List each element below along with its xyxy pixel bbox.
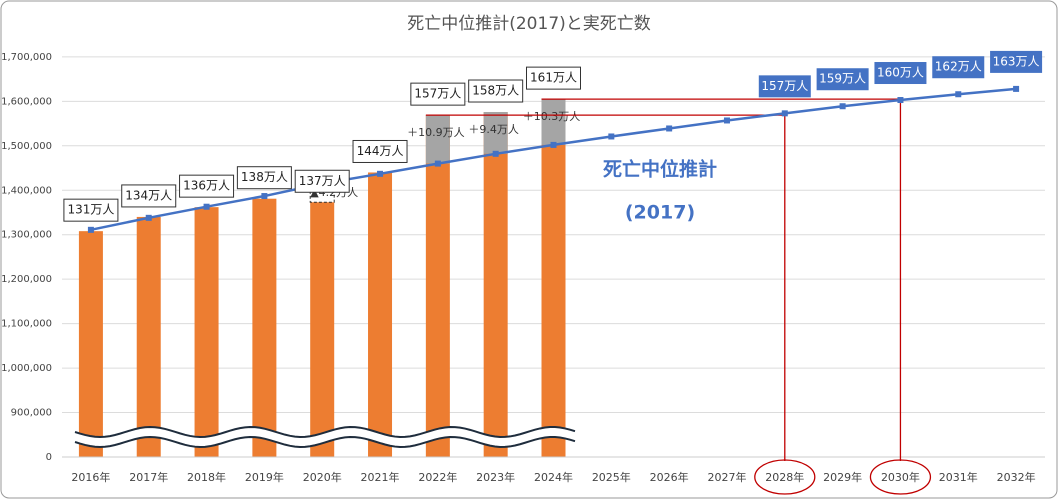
x-tick-label: 2031年 [939,470,978,484]
highlight-circle [754,459,816,495]
bar [368,172,393,457]
line-marker [1013,85,1020,92]
bar [310,202,335,457]
excess-bar [483,112,508,154]
bar-value-label: 131万人 [67,203,114,217]
bar [136,216,161,457]
x-tick-label: 2020年 [303,470,342,484]
bar [541,99,566,457]
x-tick-label: 2026年 [650,470,689,484]
line-marker [781,110,788,117]
excess-label: ＋9.4万人 [468,123,519,136]
label-box [352,139,408,163]
excess-label: ＋10.9万人 [407,126,465,139]
y-tick-label: 1,100,000 [1,319,52,330]
x-tick-label: 2032年 [997,470,1036,484]
label-box [179,174,235,198]
chart-title: 死亡中位推計(2017)と実死亡数 [407,14,651,34]
y-tick-label: 0 [46,452,52,463]
line-value-label: 159万人 [819,72,866,86]
line-marker [666,125,673,132]
y-tick-label: 1,200,000 [1,274,52,285]
label-box [990,50,1043,73]
line-marker [145,214,152,221]
line-marker [434,160,441,167]
x-tick-label: 2019年 [245,470,284,484]
bar [483,112,508,457]
label-box [63,198,119,222]
x-tick-label: 2017年 [129,470,168,484]
excess-bar [425,115,450,164]
x-tick-label: 2023年 [476,470,515,484]
label-box [874,62,927,85]
x-tick-label: 2022年 [418,470,457,484]
y-tick-label: 1,700,000 [1,52,52,63]
y-tick-label: 1,400,000 [1,185,52,196]
label-box [121,184,177,208]
line-marker [87,226,94,233]
line-value-label: 162万人 [935,60,982,74]
line-value-label: 157万人 [761,79,808,93]
highlight-circle [869,459,932,495]
bar [425,115,450,458]
y-tick-label: 1,500,000 [1,141,52,152]
x-tick-label: 2030年 [881,470,920,484]
line-marker [608,133,615,140]
axis-break [73,426,577,448]
x-tick-label: 2024年 [534,470,573,484]
axis-break-line [74,436,576,449]
line-marker [955,91,962,98]
axis-break-line [74,426,576,439]
line-marker [377,170,384,177]
y-tick-label: 900,000 [11,408,52,419]
x-tick-label: 2021年 [361,470,400,484]
bar [194,207,219,457]
label-box [932,56,985,79]
x-tick-label: 2027年 [707,470,746,484]
bar-value-label: 158万人 [472,84,519,98]
label-box [236,166,292,190]
label-box [758,75,811,98]
x-tick-label: 2028年 [765,470,804,484]
label-box [294,169,350,193]
label-box [816,68,869,91]
bar-value-label: 136万人 [183,179,230,193]
x-tick-label: 2018年 [187,470,226,484]
line-marker [492,150,499,157]
x-tick-label: 2029年 [823,470,862,484]
y-tick-label: 1,300,000 [1,230,52,241]
y-tick-label: 1,600,000 [1,96,52,107]
line-marker [897,97,904,104]
x-tick-label: 2016年 [71,470,110,484]
excess-bar [541,99,566,145]
bar-value-label: 157万人 [414,87,461,101]
label-box [410,82,466,106]
y-tick-label: 1,000,000 [1,363,52,374]
line-marker [839,103,846,110]
bar [78,231,103,457]
annotation: (2017) [625,202,695,224]
bar-value-label: 137万人 [299,174,346,188]
line-marker [203,203,210,210]
bar-value-label: 144万人 [357,144,404,158]
excess-label: ＋10.3万人 [523,110,581,123]
label-box [526,66,581,90]
label-box [468,79,524,103]
line-marker [261,193,268,200]
bar [252,198,277,457]
bar-value-label: 134万人 [125,188,172,202]
annotation: 死亡中位推計 [603,158,717,181]
x-tick-label: 2025年 [592,470,631,484]
line-marker [550,141,557,148]
line-value-label: 160万人 [877,66,924,80]
bar-value-label: 161万人 [530,71,577,85]
line-marker [723,117,730,124]
bar-value-label: 138万人 [241,170,288,184]
line-value-label: 163万人 [993,54,1040,68]
